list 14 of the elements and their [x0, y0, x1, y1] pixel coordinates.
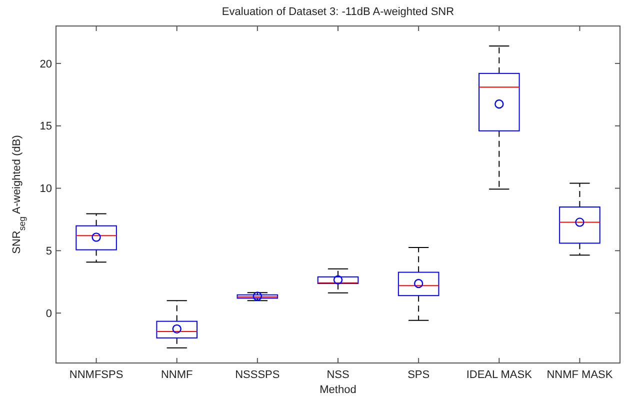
y-tick-label: 15: [40, 120, 52, 133]
x-tick-label: NSSSPS: [235, 369, 280, 381]
x-tick-label: SPS: [408, 369, 430, 381]
y-tick-label: 20: [40, 58, 52, 70]
x-axis-title: Method: [320, 384, 356, 396]
x-tick-label: NSS: [326, 369, 350, 381]
x-tick-label: NNMF: [160, 369, 194, 381]
y-tick-label: 0: [46, 308, 52, 320]
x-tick-label: NNMF MASK: [546, 369, 614, 381]
x-tick-label: NNMFSPS: [69, 369, 124, 381]
y-tick-label: 10: [40, 183, 52, 196]
chart-title: Evaluation of Dataset 3: -11dB A-weighted SNR: [222, 6, 454, 18]
x-tick-label: IDEAL MASK: [466, 369, 533, 381]
y-tick-label: 5: [46, 246, 52, 258]
